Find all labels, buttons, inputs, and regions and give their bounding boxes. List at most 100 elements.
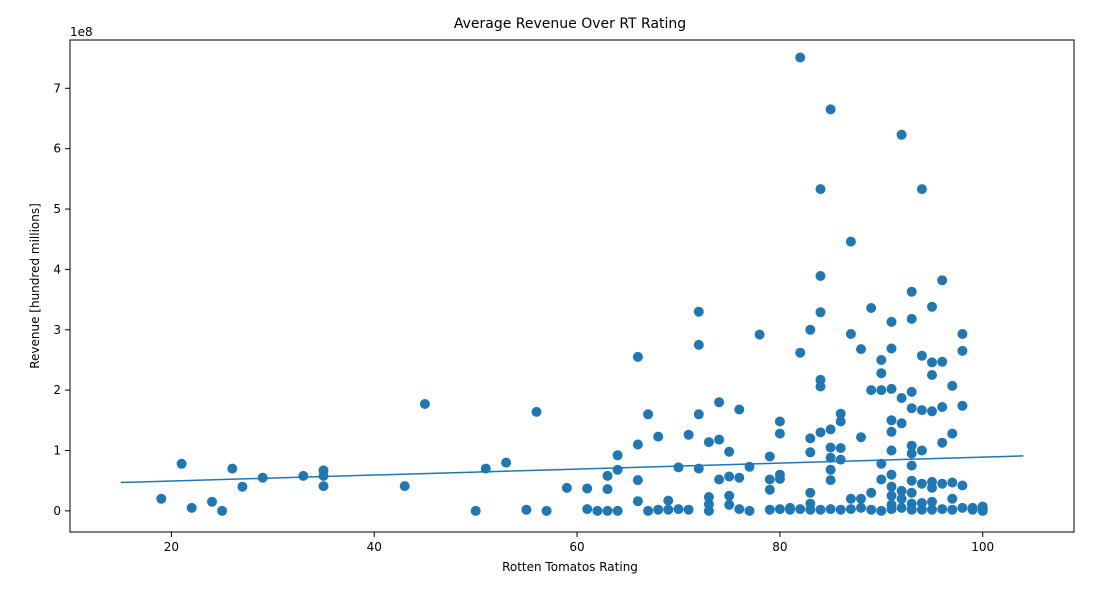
data-point: [886, 426, 897, 437]
data-point: [937, 356, 948, 367]
data-point: [663, 495, 674, 506]
data-point: [886, 316, 897, 327]
data-point: [937, 402, 948, 412]
data-point: [856, 493, 866, 504]
data-point: [724, 471, 735, 482]
data-point: [683, 429, 694, 440]
data-point: [653, 431, 664, 442]
data-point: [845, 329, 856, 339]
data-point: [886, 383, 897, 394]
data-point: [764, 474, 775, 485]
data-point: [835, 454, 846, 465]
data-point: [774, 428, 785, 439]
data-point: [632, 475, 643, 486]
plot-area-frame: [69, 39, 1075, 533]
data-point: [886, 415, 897, 426]
data-point: [805, 504, 816, 515]
data-point: [785, 502, 795, 513]
data-point: [916, 350, 927, 361]
data-point: [318, 481, 329, 492]
data-point: [957, 502, 968, 513]
data-point: [582, 483, 593, 494]
data-point: [805, 487, 816, 498]
data-point: [663, 504, 674, 515]
y-axis-title: Revenue [hundred millions]: [28, 203, 42, 369]
data-point: [673, 504, 684, 515]
data-point: [896, 393, 907, 403]
data-point: [927, 357, 937, 368]
data-point: [957, 480, 968, 491]
data-point: [592, 505, 603, 516]
data-point: [643, 409, 654, 420]
x-tick-label: 100: [971, 540, 994, 554]
data-point: [501, 457, 512, 468]
y-tick-label: 4: [53, 262, 61, 276]
x-axis-title: Rotten Tomatos Rating: [502, 560, 638, 574]
data-point: [835, 443, 846, 454]
data-point: [886, 481, 897, 492]
data-point: [856, 502, 866, 513]
x-tick-label: 60: [569, 540, 584, 554]
data-point: [815, 381, 826, 392]
data-point: [561, 482, 572, 493]
data-point: [724, 490, 735, 501]
data-point: [906, 475, 917, 486]
x-axis-ticks: 20 40 60 80 100: [164, 532, 994, 554]
data-point: [886, 490, 897, 501]
data-point: [916, 478, 927, 489]
data-point: [521, 504, 532, 515]
data-point: [845, 504, 856, 515]
data-point: [643, 505, 654, 516]
data-point: [805, 447, 816, 458]
data-point: [714, 397, 725, 408]
data-point: [927, 482, 937, 493]
data-point: [156, 493, 167, 504]
data-point: [774, 416, 785, 427]
data-point: [815, 307, 826, 318]
data-point: [876, 355, 887, 365]
data-point: [237, 481, 248, 492]
data-point: [714, 434, 725, 445]
y-tick-label: 7: [53, 81, 61, 95]
data-point: [906, 448, 917, 459]
y-tick-label: 1: [53, 444, 61, 458]
data-point: [632, 439, 643, 450]
data-point: [835, 504, 846, 515]
data-point: [602, 505, 613, 516]
data-point: [764, 484, 775, 495]
data-point: [693, 306, 704, 317]
data-point: [764, 451, 775, 462]
data-point: [866, 385, 877, 396]
data-point: [632, 351, 643, 362]
data-point: [825, 104, 836, 115]
data-point: [582, 504, 593, 515]
data-point: [703, 505, 714, 516]
data-point: [724, 446, 735, 457]
data-point: [399, 481, 410, 492]
data-point: [886, 504, 897, 515]
data-point: [207, 496, 217, 507]
data-point: [896, 502, 907, 513]
data-point: [805, 433, 816, 444]
data-point: [876, 368, 887, 379]
y-tick-label: 2: [53, 383, 61, 397]
data-point: [227, 463, 238, 474]
data-point: [937, 437, 948, 448]
data-point: [744, 505, 755, 516]
data-point: [927, 301, 937, 312]
data-point: [602, 470, 613, 481]
data-point: [876, 458, 887, 469]
scatter-points: [156, 52, 988, 516]
data-point: [947, 493, 958, 504]
y-tick-label: 3: [53, 323, 61, 337]
data-point: [916, 184, 927, 195]
data-point: [795, 504, 806, 515]
data-point: [916, 445, 927, 456]
data-point: [856, 344, 866, 355]
data-point: [957, 329, 968, 339]
data-point: [531, 406, 542, 417]
data-point: [896, 418, 907, 429]
data-point: [886, 469, 897, 480]
data-point: [906, 487, 917, 498]
